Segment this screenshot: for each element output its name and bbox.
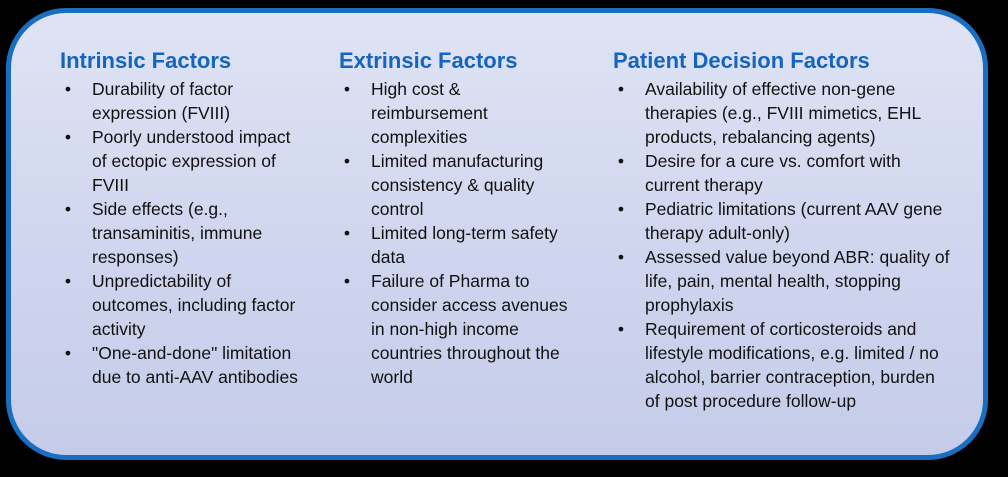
list-item-text: Assessed value beyond ABR: quality of li…: [645, 247, 950, 315]
bullet-icon: •: [343, 223, 351, 243]
intrinsic-factors-heading: Intrinsic Factors: [60, 48, 232, 73]
extrinsic-factors-heading: Extrinsic Factors: [339, 48, 518, 73]
intrinsic-factors-list: • Durability of factor expression (FVIII)…: [60, 77, 300, 389]
bullet-icon: •: [343, 271, 351, 291]
list-item: • Unpredictability of outcomes, including…: [60, 269, 300, 341]
bullet-icon: •: [617, 247, 625, 267]
list-item: • Desire for a cure vs. comfort with curr…: [613, 149, 953, 197]
extrinsic-factors-column: Extrinsic Factors • High cost & reimburse…: [339, 47, 579, 389]
list-item-text: Failure of Pharma to consider access ave…: [371, 271, 568, 387]
list-item: • Limited long-term safety data: [339, 221, 579, 269]
bullet-icon: •: [64, 271, 72, 291]
bullet-icon: •: [617, 151, 625, 171]
extrinsic-factors-list: • High cost & reimbursement complexities …: [339, 77, 579, 389]
patient-decision-factors-column: Patient Decision Factors • Availability o…: [613, 47, 953, 413]
intrinsic-factors-column: Intrinsic Factors • Durability of factor …: [60, 47, 300, 389]
bullet-icon: •: [64, 343, 72, 363]
list-item: • High cost & reimbursement complexities: [339, 77, 579, 149]
list-item-text: Desire for a cure vs. comfort with curre…: [645, 151, 901, 195]
list-item-text: Unpredictability of outcomes, including …: [92, 271, 296, 339]
list-item: • Durability of factor expression (FVIII): [60, 77, 300, 125]
bullet-icon: •: [617, 319, 625, 339]
bullet-icon: •: [64, 79, 72, 99]
list-item-text: Pediatric limitations (current AAV gene …: [645, 199, 943, 243]
list-item-text: Limited long-term safety data: [371, 223, 558, 267]
bullet-icon: •: [343, 151, 351, 171]
patient-decision-factors-list: • Availability of effective non-gene ther…: [613, 77, 953, 413]
list-item-text: High cost & reimbursement complexities: [371, 79, 488, 147]
list-item-text: Side effects (e.g., transaminitis, immun…: [92, 199, 263, 267]
patient-decision-factors-heading: Patient Decision Factors: [613, 48, 870, 73]
list-item: • Poorly understood impact of ectopic exp…: [60, 125, 300, 197]
bullet-icon: •: [617, 199, 625, 219]
list-item: • Requirement of corticosteroids and life…: [613, 317, 953, 413]
list-item-text: Durability of factor expression (FVIII): [92, 79, 234, 123]
list-item-text: Requirement of corticosteroids and lifes…: [645, 319, 939, 411]
list-item: • Failure of Pharma to consider access av…: [339, 269, 579, 389]
list-item-text: Limited manufacturing consistency & qual…: [371, 151, 544, 219]
list-item: • Pediatric limitations (current AAV gene…: [613, 197, 953, 245]
rounded-factor-panel: Intrinsic Factors • Durability of factor …: [6, 8, 988, 460]
list-item: • Availability of effective non-gene ther…: [613, 77, 953, 149]
list-item: • "One-and-done" limitation due to anti-A…: [60, 341, 300, 389]
list-item-text: Availability of effective non-gene thera…: [645, 79, 921, 147]
list-item-text: "One-and-done" limitation due to anti-AA…: [92, 343, 298, 387]
bullet-icon: •: [64, 199, 72, 219]
bullet-icon: •: [617, 79, 625, 99]
list-item: • Assessed value beyond ABR: quality of l…: [613, 245, 953, 317]
bullet-icon: •: [343, 79, 351, 99]
list-item-text: Poorly understood impact of ectopic expr…: [92, 127, 291, 195]
list-item: • Side effects (e.g., transaminitis, immu…: [60, 197, 300, 269]
bullet-icon: •: [64, 127, 72, 147]
list-item: • Limited manufacturing consistency & qua…: [339, 149, 579, 221]
